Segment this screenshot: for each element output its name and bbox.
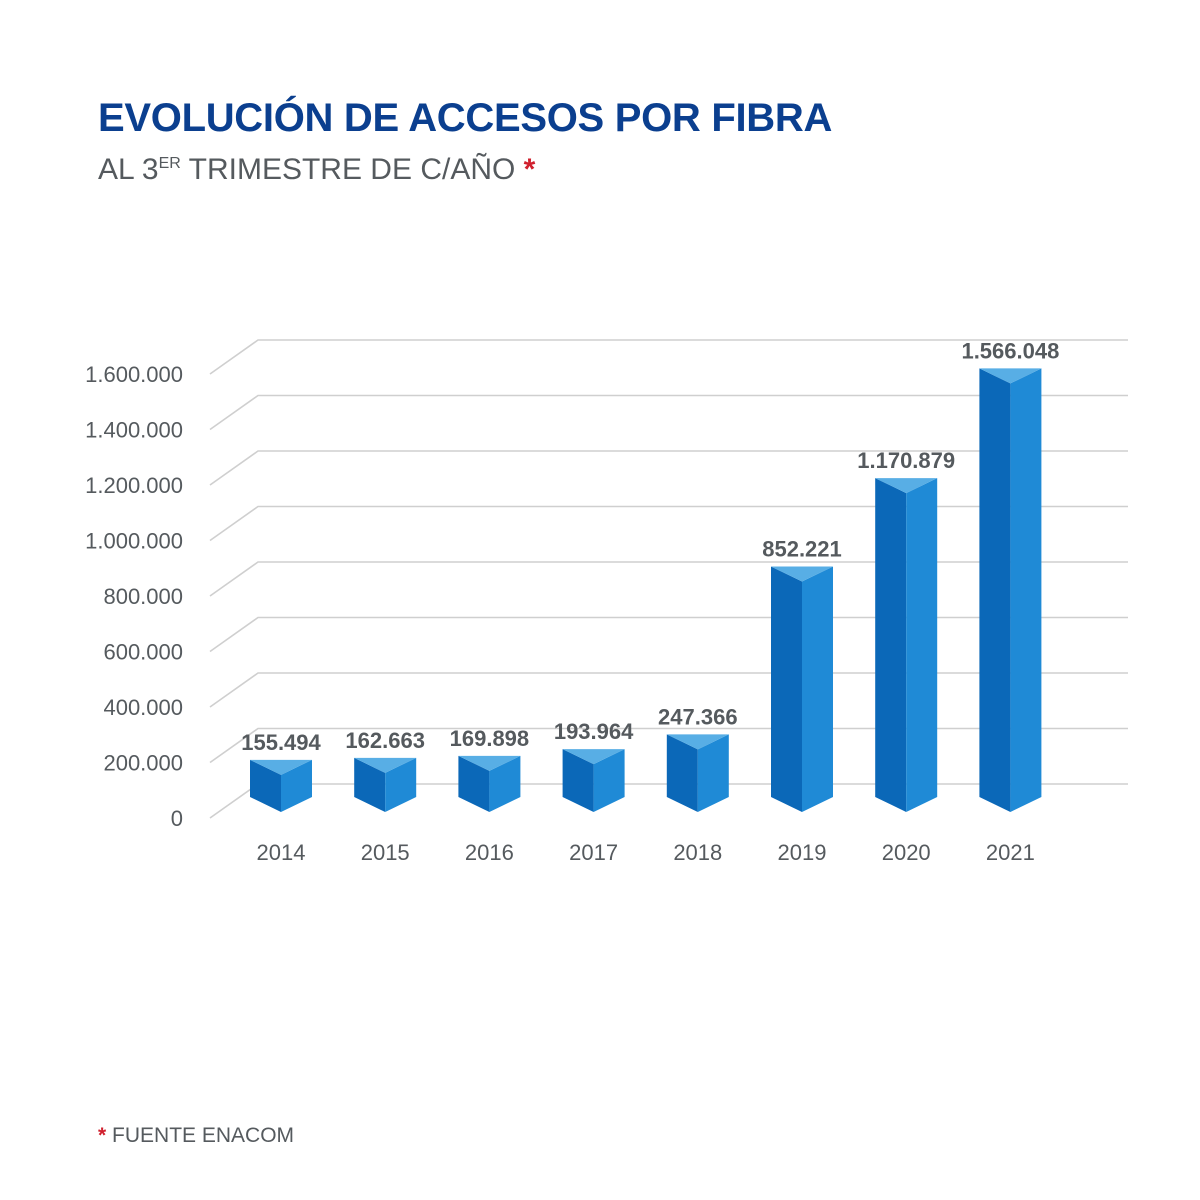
bar-right-face bbox=[385, 757, 417, 812]
value-label: 169.898 bbox=[450, 726, 530, 751]
value-label: 852.221 bbox=[762, 537, 842, 562]
y-tick-label: 1.000.000 bbox=[85, 529, 183, 554]
bar-2021 bbox=[979, 368, 1042, 812]
x-tick-label: 2017 bbox=[569, 840, 618, 865]
y-axis-labels: 0 200.000 400.000 600.000 800.000 1.000.000 1.… bbox=[85, 362, 183, 831]
bar-right-face bbox=[593, 749, 625, 812]
value-labels: 155.494 162.663 169.898 193.964 247.366 852.2… bbox=[241, 338, 1059, 754]
y-tick-label: 1.600.000 bbox=[85, 362, 183, 387]
x-tick-label: 2019 bbox=[778, 840, 827, 865]
grid-line bbox=[209, 616, 1128, 653]
subtitle-superscript: ER bbox=[158, 155, 181, 172]
x-tick-label: 2018 bbox=[673, 840, 722, 865]
bar-top-face bbox=[666, 734, 729, 750]
value-label: 155.494 bbox=[241, 730, 321, 755]
bar-left-face bbox=[562, 749, 594, 812]
y-tick-label: 600.000 bbox=[103, 640, 183, 665]
chart-title: EVOLUCIÓN DE ACCESOS POR FIBRA bbox=[98, 96, 833, 140]
x-tick-label: 2015 bbox=[361, 840, 410, 865]
bar-left-face bbox=[458, 755, 490, 812]
grid-lines bbox=[209, 339, 1128, 819]
grid-line bbox=[209, 727, 1128, 764]
y-tick-label: 200.000 bbox=[103, 751, 183, 776]
bar-left-face bbox=[354, 757, 386, 812]
bar-2020 bbox=[875, 478, 938, 812]
grid-line bbox=[209, 505, 1128, 542]
bar-top-face bbox=[771, 566, 833, 582]
bar-top-face bbox=[979, 368, 1042, 384]
bar-2017 bbox=[562, 749, 625, 812]
x-tick-label: 2016 bbox=[465, 840, 514, 865]
value-label: 247.366 bbox=[658, 704, 738, 729]
y-tick-label: 800.000 bbox=[103, 584, 183, 609]
bar-right-face bbox=[697, 734, 729, 812]
bar-right-face bbox=[906, 478, 938, 812]
subtitle-prefix: AL 3 bbox=[98, 153, 159, 186]
bar-left-face bbox=[771, 566, 802, 812]
value-label: 162.663 bbox=[345, 728, 425, 753]
y-tick-label: 400.000 bbox=[103, 695, 183, 720]
source-footnote: * FUENTE ENACOM bbox=[98, 1124, 294, 1148]
bar-left-face bbox=[666, 734, 698, 812]
bar-right-face bbox=[489, 755, 521, 812]
bar-left-face bbox=[875, 478, 907, 812]
bar-right-face bbox=[802, 566, 833, 812]
bar-2015 bbox=[354, 757, 417, 812]
grid-line bbox=[209, 561, 1128, 597]
x-tick-label: 2021 bbox=[986, 840, 1035, 865]
bar-left-face bbox=[250, 759, 281, 812]
bar-left-face bbox=[979, 368, 1011, 812]
subtitle-asterisk: * bbox=[523, 153, 536, 186]
bar-2014 bbox=[250, 759, 312, 812]
y-tick-label: 1.400.000 bbox=[85, 418, 183, 443]
bar-top-face bbox=[562, 749, 625, 765]
subtitle-suffix: TRIMESTRE DE C/AÑO bbox=[180, 153, 524, 186]
bar-right-face bbox=[281, 759, 312, 812]
value-label: 193.964 bbox=[554, 719, 634, 744]
x-axis-labels: 2014 2015 2016 2017 2018 2019 2020 2021 bbox=[257, 840, 1035, 865]
bars bbox=[250, 368, 1042, 812]
x-tick-label: 2014 bbox=[257, 840, 306, 865]
bar-top-face bbox=[875, 478, 938, 494]
grid-line bbox=[209, 672, 1128, 708]
bar-top-face bbox=[250, 759, 312, 775]
bar-top-face bbox=[354, 757, 417, 773]
bar-2016 bbox=[458, 755, 521, 812]
y-tick-label: 0 bbox=[171, 806, 183, 831]
footnote-asterisk: * bbox=[98, 1124, 107, 1147]
bar-top-face bbox=[458, 755, 521, 771]
grid-line bbox=[209, 394, 1128, 431]
bar-2019 bbox=[771, 566, 833, 812]
x-tick-label: 2020 bbox=[882, 840, 931, 865]
footnote-text: FUENTE ENACOM bbox=[106, 1124, 295, 1147]
grid-line bbox=[209, 339, 1128, 375]
grid-line bbox=[209, 450, 1128, 486]
value-label: 1.170.879 bbox=[857, 448, 955, 473]
y-tick-label: 1.200.000 bbox=[85, 473, 183, 498]
bar-right-face bbox=[1010, 368, 1042, 812]
chart-subtitle: AL 3ER TRIMESTRE DE C/AÑO * bbox=[98, 153, 535, 187]
value-label: 1.566.048 bbox=[961, 338, 1059, 363]
bar-2018 bbox=[666, 734, 729, 812]
